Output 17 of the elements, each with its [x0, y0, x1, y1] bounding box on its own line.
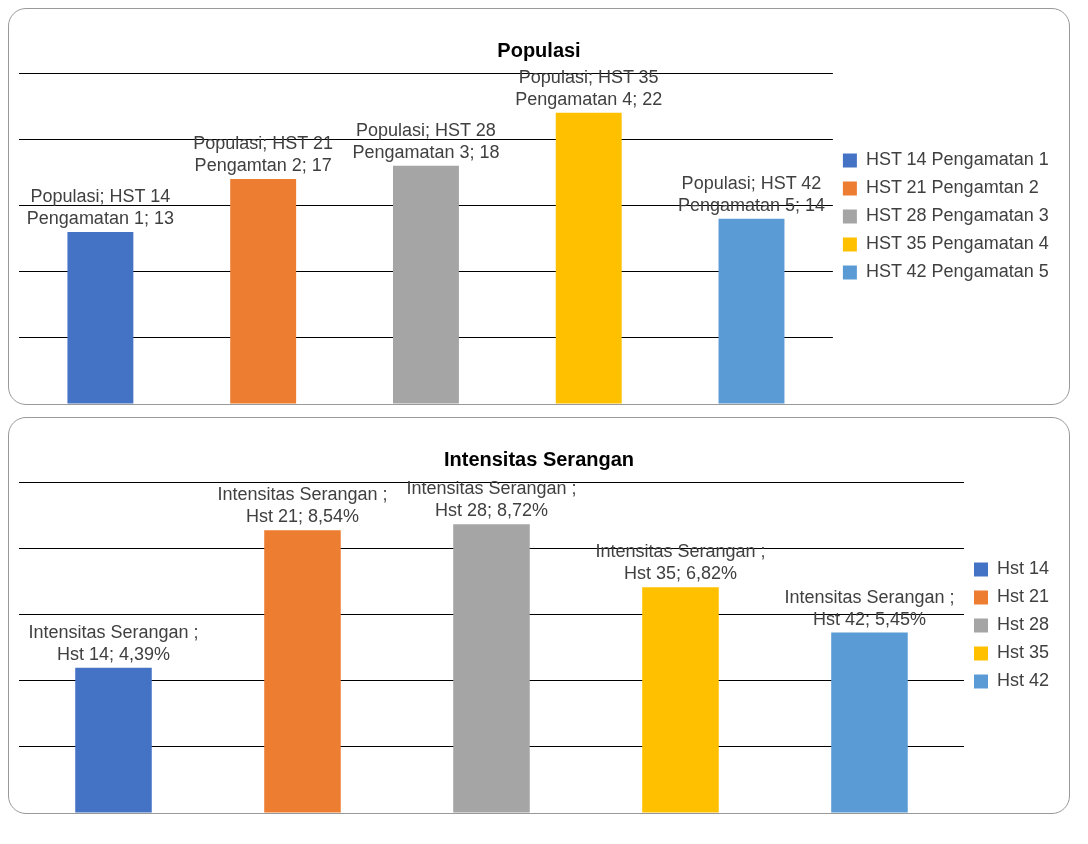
chart-title: Intensitas Serangan [443, 447, 635, 470]
legend-label: HST 28 Pengamatan 3 [865, 205, 1049, 226]
legend-label: HST 35 Pengamatan 4 [865, 233, 1049, 254]
legend-label: Hst 21 [996, 586, 1050, 607]
legend-label: HST 42 Pengamatan 5 [865, 261, 1049, 282]
data-label: Populasi; HST 28 Pengamatan 3; 18 [352, 119, 500, 162]
data-label: Intensitas Serangan ; Hst 28; 8,72% [406, 478, 577, 521]
legend-label: Hst 35 [996, 642, 1050, 663]
data-label: Intensitas Serangan ; Hst 14; 4,39% [28, 621, 199, 664]
data-label: Populasi; HST 14 Pengamatan 1; 13 [26, 185, 174, 228]
chart-title: Populasi [497, 38, 581, 61]
data-label: Intensitas Serangan ; Hst 21; 8,54% [217, 484, 388, 527]
legend-label: HST 21 Pengamtan 2 [865, 177, 1039, 198]
legend-label: Hst 42 [996, 670, 1050, 691]
legend-label: Hst 14 [996, 558, 1050, 579]
legend-label: HST 14 Pengamatan 1 [865, 149, 1049, 170]
legend-label: Hst 28 [996, 614, 1050, 635]
